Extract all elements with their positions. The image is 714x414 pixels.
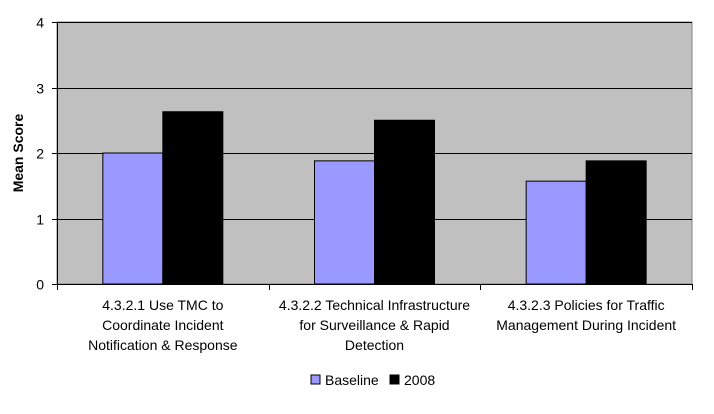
x-tick-label: for Surveillance & Rapid — [299, 317, 449, 333]
x-tick-label: Management During Incident — [496, 317, 676, 333]
bar-2008-3 — [585, 160, 647, 285]
legend-swatch-baseline — [310, 374, 321, 385]
legend-label-2008: 2008 — [404, 372, 435, 388]
labels: 4.3.2.1 Use TMC to Coordinate Incident Not… — [88, 297, 676, 353]
bar-2008-1 — [162, 111, 224, 285]
y-tick-label: 1 — [36, 212, 44, 228]
y-tick-label: 3 — [36, 81, 44, 97]
bar-baseline-3 — [525, 180, 587, 285]
bars — [102, 111, 647, 285]
legend: Baseline 2008 — [310, 372, 435, 388]
legend-label-baseline: Baseline — [325, 372, 379, 388]
bar-baseline-1 — [102, 152, 164, 285]
bar-2008-2 — [374, 119, 435, 285]
y-tick-label: 2 — [36, 146, 44, 162]
x-tick-label: 4.3.2.2 Technical Infrastructure — [279, 297, 470, 313]
x-tick-label: Notification & Response — [88, 337, 238, 353]
x-tick-label: 4.3.2.3 Policies for Traffic — [508, 297, 665, 313]
x-tick-label: Detection — [345, 337, 404, 353]
y-tick-label: 0 — [36, 277, 44, 293]
y-axis-title: Mean Score — [10, 113, 26, 192]
x-tick-label: Coordinate Incident — [102, 317, 224, 333]
x-tick-label: 4.3.2.1 Use TMC to — [102, 297, 223, 313]
bar-baseline-2 — [314, 160, 375, 285]
y-tick-label: 4 — [36, 15, 44, 31]
legend-swatch-2008 — [389, 374, 400, 385]
